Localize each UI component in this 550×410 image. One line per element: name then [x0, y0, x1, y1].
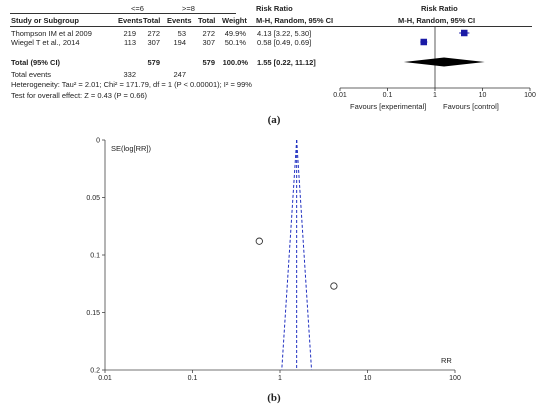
funnel-x-tick-label: 0.1	[188, 375, 198, 382]
funnel-x-tick-label: 1	[278, 375, 282, 382]
funnel-x-tick-label: 10	[364, 375, 372, 382]
ci-cell: 4.13 [3.22, 5.30]	[257, 29, 312, 38]
total-events1: 332	[123, 70, 136, 79]
total1-cell: 272	[147, 29, 160, 38]
funnel-ci-right	[296, 139, 313, 371]
total2-cell: 307	[202, 38, 215, 47]
header-rule-bottom	[10, 26, 532, 27]
forest-x-tick-label: 0.01	[333, 92, 347, 99]
overall-effect-text: Test for overall effect: Z = 0.43 (P = 0…	[11, 91, 148, 100]
funnel-y-tick-label: 0.1	[90, 253, 100, 260]
total1-cell: 307	[147, 38, 160, 47]
col-method-left: M-H, Random, 95% CI	[256, 16, 334, 25]
total-label: Total (95% CI)	[11, 58, 61, 67]
forest-x-tick-label: 10	[479, 92, 487, 99]
funnel-ci-left	[281, 139, 298, 371]
group1-header: <=6	[131, 4, 144, 13]
funnel-plot-graphic: 0 0.05 0.1 0.15 0.20.01 0.1 1 10 100	[86, 138, 461, 383]
funnel-y-tick-label: 0.05	[86, 195, 100, 202]
total-events2: 247	[173, 70, 186, 79]
weight-cell: 49.9%	[224, 29, 246, 38]
weight-cell: 50.1%	[224, 38, 246, 47]
funnel-y-tick-label: 0	[96, 138, 100, 145]
col-total2: Total	[198, 16, 216, 25]
caption-a: (a)	[267, 114, 281, 126]
total-n1: 579	[147, 58, 160, 67]
forest-x-tick-label: 1	[433, 92, 437, 99]
col-events1: Events	[118, 16, 143, 25]
funnel-y-tick-label: 0.2	[90, 368, 100, 375]
favours-control: Favours [control]	[443, 102, 499, 111]
header-rule-groups	[10, 13, 236, 14]
funnel-x-tick-label: 0.01	[98, 375, 112, 382]
events1-cell: 219	[123, 29, 136, 38]
forest-x-tick-label: 0.1	[383, 92, 393, 99]
col-total1: Total	[143, 16, 161, 25]
col-weight: Weight	[222, 16, 247, 25]
total-n2: 579	[202, 58, 215, 67]
favours-experimental: Favours [experimental]	[350, 102, 427, 111]
funnel-y-label: SE(log[RR])	[111, 144, 152, 153]
pooled-diamond	[403, 57, 485, 67]
total2-cell: 272	[202, 29, 215, 38]
total-weight: 100.0%	[222, 58, 248, 67]
total-events-label: Total events	[11, 70, 52, 79]
risk-ratio-header-right: Risk Ratio	[421, 4, 458, 13]
study-name: Wiegel T et al., 2014	[11, 38, 80, 47]
forest-x-tick-label: 100	[524, 92, 536, 99]
events2-cell: 53	[177, 29, 186, 38]
study-point-marker	[461, 29, 468, 37]
total-ci: 1.55 [0.22, 11.12]	[257, 58, 316, 67]
events2-cell: 194	[173, 38, 186, 47]
funnel-study-point	[330, 282, 338, 290]
funnel-x-tick-label: 100	[449, 375, 461, 382]
heterogeneity-text: Heterogeneity: Tau² = 2.01; Chi² = 171.7…	[11, 80, 252, 89]
forest-plot-graphic: 0.01 0.1 1 10 100	[333, 26, 536, 99]
events1-cell: 113	[124, 38, 136, 47]
col-events2: Events	[167, 16, 192, 25]
funnel-y-tick-label: 0.15	[86, 310, 100, 317]
study-point-marker	[420, 38, 428, 46]
study-name: Thompson IM et al 2009	[11, 29, 92, 38]
ci-cell: 0.58 [0.49, 0.69]	[257, 38, 312, 47]
col-method-right: M-H, Random, 95% CI	[398, 16, 476, 25]
group2-header: >=8	[182, 4, 195, 13]
funnel-study-point	[255, 237, 263, 245]
funnel-x-label: RR	[441, 356, 452, 365]
col-study: Study or Subgroup	[11, 16, 79, 25]
risk-ratio-header-left: Risk Ratio	[256, 4, 293, 13]
caption-b: (b)	[267, 392, 281, 404]
